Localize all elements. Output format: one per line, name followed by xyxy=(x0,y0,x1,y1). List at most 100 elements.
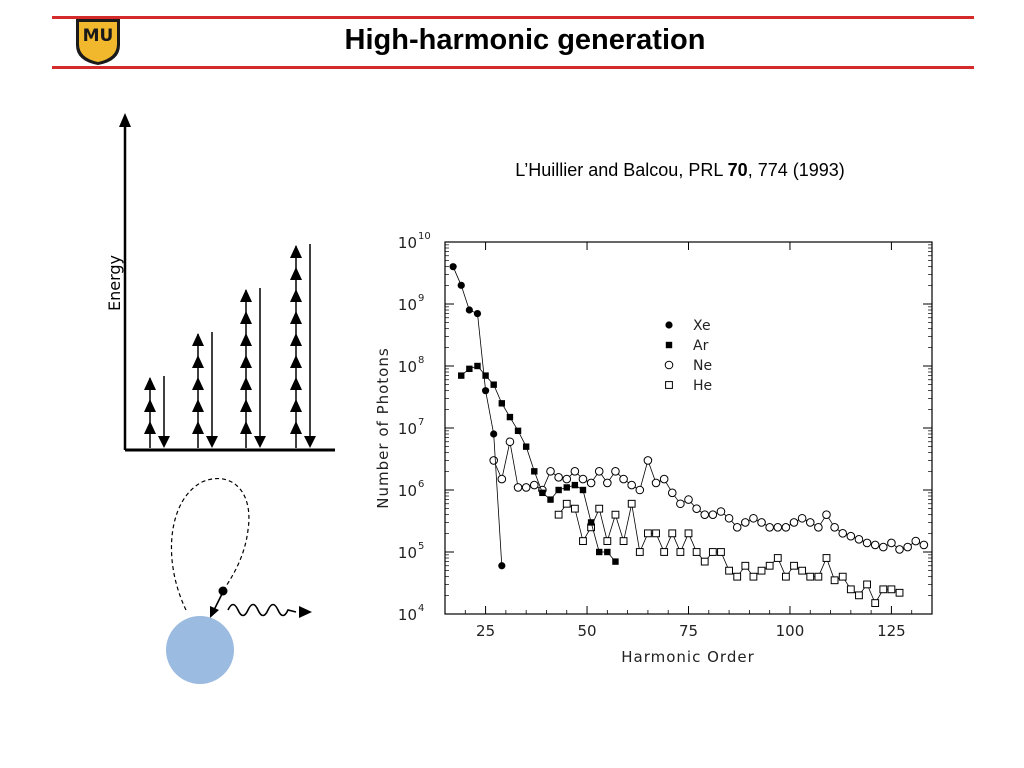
series-ne xyxy=(489,437,929,554)
up-arrow-icon xyxy=(290,333,302,346)
series-ne-point xyxy=(651,478,661,488)
series-he-point xyxy=(627,499,636,508)
up-arrow-icon xyxy=(290,245,302,258)
series-ne-point xyxy=(805,518,815,527)
up-arrow-icon xyxy=(240,289,252,302)
series-ar-point xyxy=(490,381,497,388)
series-he-point xyxy=(757,566,766,575)
series-ar-point xyxy=(539,489,546,497)
y-tick-label: 10 xyxy=(398,296,417,314)
photon-ladder-4 xyxy=(290,244,316,448)
series-ne-point xyxy=(586,478,596,488)
series-xe-point xyxy=(490,430,498,438)
series-ne-point xyxy=(594,467,604,476)
series-ne-point xyxy=(521,483,531,492)
series-xe-point xyxy=(481,387,490,395)
series-ne-line xyxy=(493,441,925,550)
x-tick-label: 25 xyxy=(476,622,495,640)
series-he-point xyxy=(668,529,677,538)
series-he-point xyxy=(855,591,863,600)
series-he-point xyxy=(635,548,644,556)
series-ne-point xyxy=(919,540,929,550)
series-ne-point xyxy=(732,523,742,532)
series-he-point xyxy=(879,585,888,594)
series-he-point xyxy=(603,537,612,545)
x-axis-ticks: 25 50 75 100 125 xyxy=(444,242,933,640)
series-he-point xyxy=(692,548,701,556)
electron-dot-icon xyxy=(218,586,228,596)
y-tick-exponent: 10 xyxy=(418,231,431,242)
series-ne-point xyxy=(773,523,783,532)
up-arrow-icon xyxy=(240,377,252,390)
series-ar-point xyxy=(587,519,595,526)
up-arrow-icon xyxy=(192,355,204,368)
up-arrow-icon xyxy=(240,355,252,368)
series-ne-point xyxy=(789,518,799,527)
y-tick-label: 10 xyxy=(398,606,417,624)
x-tick-label: 75 xyxy=(679,622,698,640)
series-he-point xyxy=(570,504,579,513)
series-ne-point xyxy=(862,538,872,548)
energy-ladder-diagram: Energy xyxy=(105,113,335,452)
series-he-point xyxy=(717,548,725,556)
series-ne-point xyxy=(546,467,555,476)
series-ar xyxy=(458,362,619,565)
series-ne-point xyxy=(692,504,701,513)
series-he-point xyxy=(871,599,880,607)
series-he-point xyxy=(652,529,660,538)
energy-axis-arrow-icon xyxy=(119,113,131,127)
legend-label-he: He xyxy=(693,378,712,394)
series-ne-point xyxy=(578,474,588,484)
citation-rest: , 774 (1993) xyxy=(747,160,845,180)
y-axis-label: Number of Photons xyxy=(374,347,392,508)
electron-trajectory-loop-icon xyxy=(170,477,250,611)
series-ne-point xyxy=(781,523,791,532)
series-he-point xyxy=(887,585,896,594)
up-arrow-icon xyxy=(240,399,252,412)
series-he-point xyxy=(814,572,823,581)
legend-label-xe: Xe xyxy=(693,318,711,334)
series-ar-point xyxy=(555,486,562,494)
series-he-point xyxy=(562,499,571,508)
series-he-point xyxy=(725,566,733,575)
series-ne-point xyxy=(895,545,904,554)
y-tick-exponent: 4 xyxy=(418,603,424,614)
series-ar-point xyxy=(458,372,465,379)
series-ne-point xyxy=(724,513,734,523)
x-tick-label: 50 xyxy=(577,622,596,640)
series-ne-point xyxy=(887,538,896,548)
y-tick-label: 10 xyxy=(398,358,417,376)
legend-label-ne: Ne xyxy=(693,358,712,374)
down-arrow-icon xyxy=(254,436,266,448)
series-ar-point xyxy=(466,365,473,373)
series-ne-point xyxy=(870,540,880,550)
series-he-point xyxy=(700,557,709,566)
series-he-point xyxy=(806,572,815,581)
up-arrow-icon xyxy=(290,267,302,280)
series-ne-point xyxy=(529,480,539,490)
recollision-sketch xyxy=(166,477,312,684)
series-he-point xyxy=(863,580,871,589)
series-he-point xyxy=(741,561,750,570)
x-tick-label: 125 xyxy=(877,622,906,640)
electron-return-arrow-icon xyxy=(210,606,219,618)
series-ne-point xyxy=(830,523,839,532)
up-arrow-icon xyxy=(192,333,204,346)
up-arrow-icon xyxy=(192,377,204,390)
y-tick-label: 10 xyxy=(398,482,417,500)
citation-authors: L’Huillier and Balcou, PRL xyxy=(515,160,728,180)
series-he-point xyxy=(644,529,652,538)
y-tick-label: 10 xyxy=(398,234,417,252)
citation: L’Huillier and Balcou, PRL 70, 774 (1993… xyxy=(440,160,920,181)
series-he-point xyxy=(790,561,798,570)
series-ar-point xyxy=(612,558,619,565)
photon-ladder-2 xyxy=(192,332,218,448)
series-ne-point xyxy=(684,495,693,504)
citation-volume: 70 xyxy=(727,160,748,180)
series-ne-point xyxy=(903,542,912,552)
y-tick-exponent: 8 xyxy=(418,355,424,366)
legend-marker-ar xyxy=(665,341,673,349)
electron-return-arrow xyxy=(213,593,223,611)
